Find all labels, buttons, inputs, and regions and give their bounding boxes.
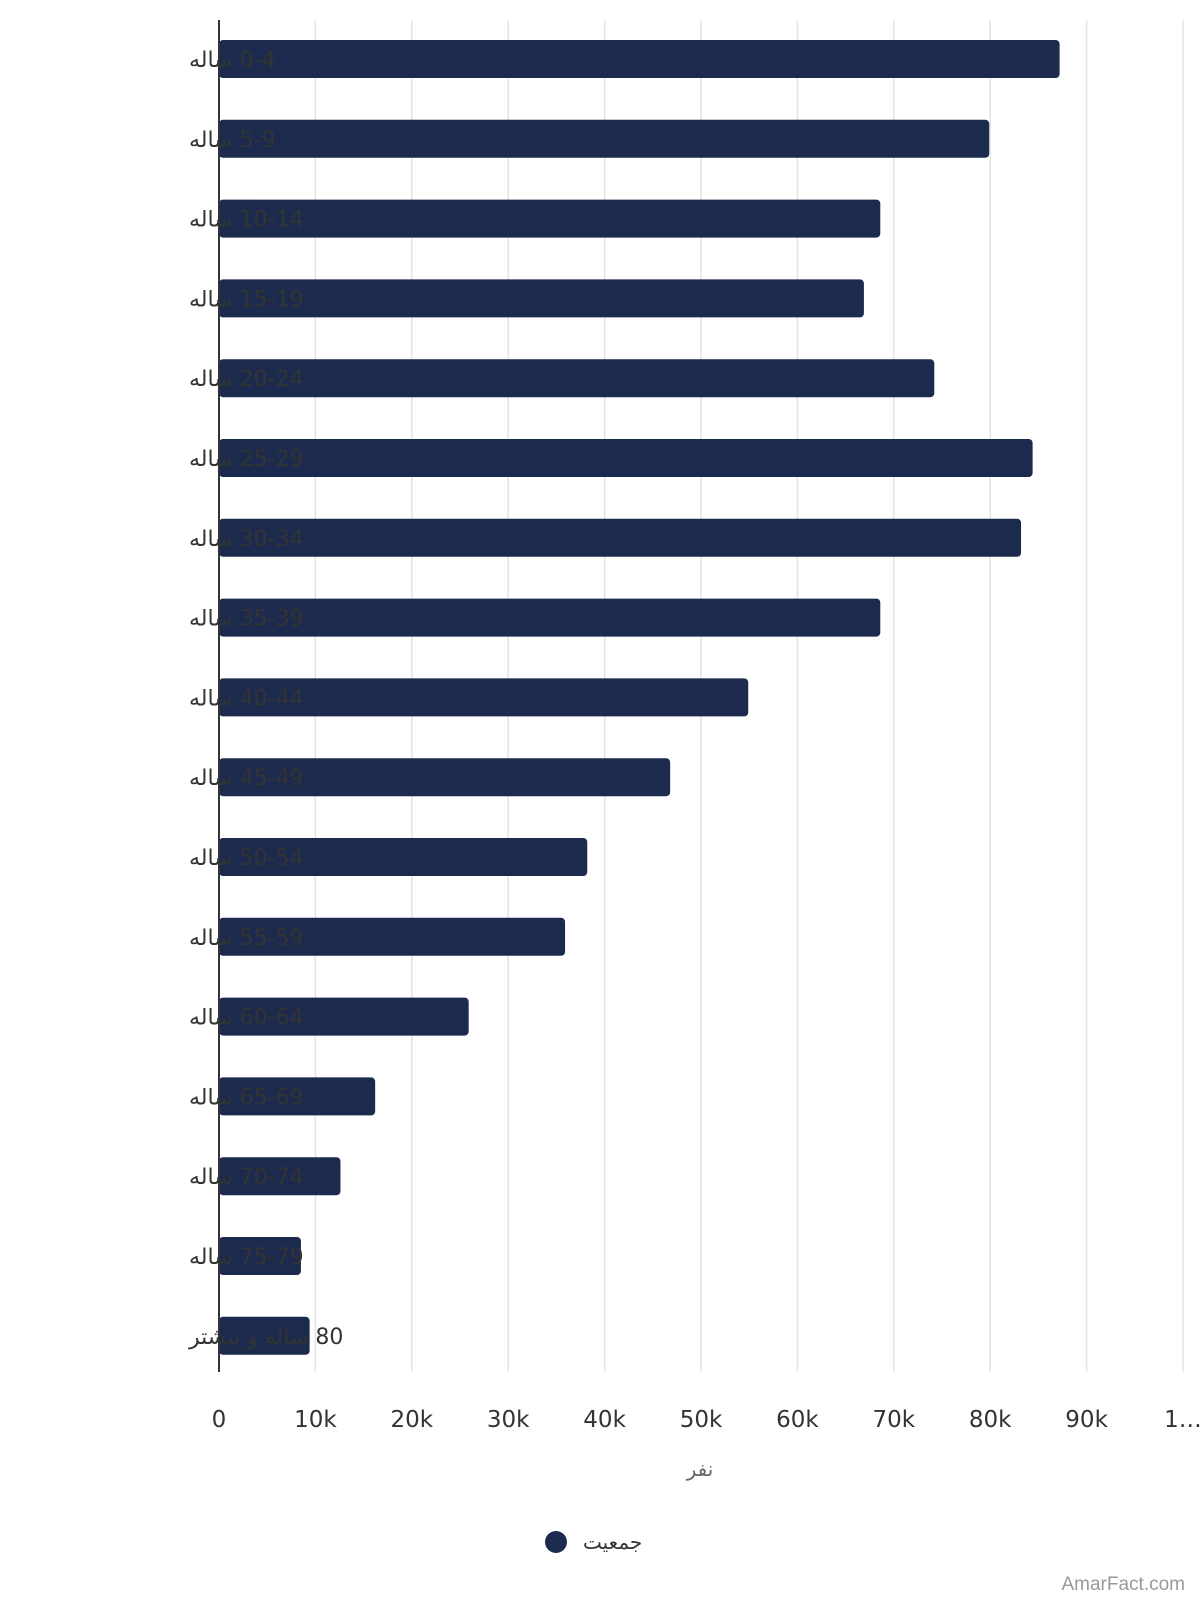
category-label: 30-34 ساله: [189, 527, 304, 552]
category-label: 5-9 ساله: [189, 128, 276, 153]
x-tick-label: 80k: [969, 1407, 1012, 1433]
x-tick-label: 10k: [294, 1407, 337, 1433]
bars: [219, 40, 1060, 1355]
category-label: 40-44 ساله: [189, 686, 304, 711]
legend[interactable]: جمعیت: [545, 1530, 642, 1554]
bar: [219, 40, 1060, 78]
x-tick-labels: 0 10k 20k 30k 40k 50k 60k 70k 80k 90k 1…: [212, 1407, 1200, 1433]
category-label: 20-24 ساله: [189, 367, 304, 392]
bar: [219, 838, 588, 876]
bar: [219, 1077, 376, 1116]
bar: [219, 1316, 310, 1355]
category-label: 75-79 ساله: [189, 1245, 304, 1270]
category-labels: 0-4 ساله 5-9 ساله 10-14 ساله 15-19 ساله 20-2…: [188, 48, 343, 1350]
category-label: 70-74 ساله: [189, 1165, 304, 1190]
bar: [219, 1157, 341, 1196]
category-label: 80 ساله و بیشتر: [188, 1325, 343, 1350]
bar: [219, 518, 1022, 557]
bar: [219, 439, 1033, 477]
x-tick-label: 20k: [391, 1407, 434, 1433]
category-label: 45-49 ساله: [189, 766, 304, 791]
x-tick-label: 90k: [1065, 1407, 1108, 1433]
watermark: AmarFact.com: [1061, 1574, 1185, 1595]
bar: [219, 678, 749, 717]
bar: [219, 199, 881, 238]
x-tick-label: 70k: [873, 1407, 916, 1433]
bar: [219, 1237, 301, 1275]
x-tick-label: 60k: [776, 1407, 819, 1433]
bar: [219, 119, 990, 158]
legend-label: جمعیت: [583, 1530, 642, 1554]
x-tick-label: 1…: [1164, 1407, 1200, 1433]
category-label: 0-4 ساله: [189, 48, 276, 73]
category-label: 60-64 ساله: [189, 1006, 304, 1031]
category-label: 50-54 ساله: [189, 846, 304, 871]
bar: [219, 758, 671, 797]
category-label: 55-59 ساله: [189, 926, 304, 951]
x-axis-title: نفر: [686, 1457, 714, 1481]
x-tick-label: 40k: [583, 1407, 626, 1433]
bar: [219, 997, 469, 1036]
x-tick-label: 50k: [680, 1407, 723, 1433]
bar: [219, 598, 881, 637]
category-label: 25-29 ساله: [189, 447, 304, 472]
x-tick-label: 30k: [487, 1407, 530, 1433]
bar: [219, 917, 566, 956]
category-label: 35-39 ساله: [189, 607, 304, 632]
category-label: 15-19 ساله: [189, 287, 304, 312]
category-label: 65-69 ساله: [189, 1085, 304, 1110]
category-label: 10-14 ساله: [189, 208, 304, 233]
bar: [219, 359, 935, 398]
x-tick-label: 0: [212, 1407, 227, 1433]
legend-marker: [545, 1531, 567, 1553]
bar: [219, 279, 864, 318]
